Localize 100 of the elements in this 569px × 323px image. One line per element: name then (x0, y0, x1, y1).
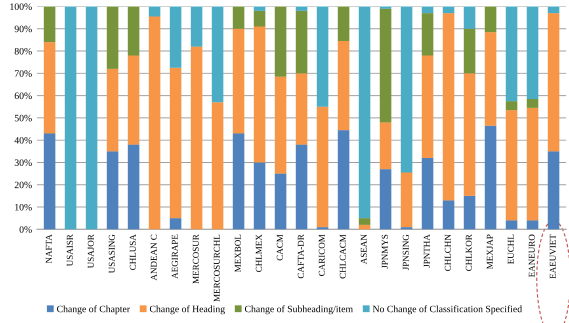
bar (526, 220, 538, 230)
bar (106, 6, 118, 69)
x-tick-label: JPNTHA (424, 234, 430, 268)
bar (296, 144, 308, 230)
bar (44, 6, 56, 42)
bar (422, 6, 434, 14)
y-tick-label: 50% (14, 114, 32, 122)
bar (484, 32, 496, 126)
bar (338, 41, 350, 130)
bar (548, 6, 560, 14)
bar (506, 110, 518, 220)
y-tick-label: 0% (20, 226, 32, 233)
bar (254, 162, 266, 230)
bar (274, 76, 286, 174)
bar (380, 8, 392, 122)
x-tick-label: USAISR (66, 234, 73, 266)
bar (296, 10, 308, 74)
y-tick-label: 20% (14, 182, 32, 188)
x-tick-label: NAFTA (46, 234, 52, 264)
legend-label: Change of Chapter (57, 305, 130, 314)
x-tick-label: EUCHL (508, 234, 514, 264)
x-tick-label: MEXJAP (486, 234, 493, 270)
bar (506, 220, 518, 230)
bar (274, 174, 286, 230)
x-tick-label: CARICOM (318, 234, 325, 276)
legend-label: No Change of Classification Specified (372, 305, 522, 314)
bar (464, 6, 476, 29)
bar (212, 6, 224, 102)
bar (380, 122, 392, 170)
bar (316, 6, 328, 107)
bar (338, 130, 350, 230)
bar (358, 6, 370, 218)
bar (170, 218, 182, 230)
bar (232, 133, 244, 230)
bar (64, 6, 76, 230)
y-tick-label: 40% (14, 137, 32, 144)
bar (232, 28, 244, 134)
bar (548, 13, 560, 152)
x-tick-label: JPNMYS (382, 234, 388, 269)
bar (506, 101, 518, 110)
x-tick-label: CACM (276, 234, 283, 260)
x-tick-label: AEGIRAPE (172, 234, 178, 279)
x-tick-label: CHLKOR (466, 234, 472, 271)
bar (464, 196, 476, 230)
bar (506, 6, 518, 102)
x-tick-label: MERCOSURCHL (214, 234, 220, 302)
bar (170, 6, 182, 68)
bar (400, 172, 412, 228)
bar (106, 151, 118, 230)
bar (296, 6, 308, 11)
bar (442, 13, 454, 200)
bar (128, 55, 140, 145)
bar (442, 200, 454, 230)
bar (190, 6, 202, 47)
legend-label: Change of Subheading/item (244, 305, 353, 314)
x-tick-label: USAJOR (88, 234, 94, 268)
x-tick-label: MERCOSUR (192, 234, 199, 284)
bar (44, 133, 56, 230)
y-tick-label: 80% (14, 48, 32, 55)
bar (358, 218, 370, 225)
x-tick-label: CAFTA-DR (298, 234, 304, 278)
bar (422, 55, 434, 158)
bar (44, 42, 56, 134)
bar (422, 158, 434, 230)
bar (316, 106, 328, 228)
bar (254, 6, 266, 11)
bar (526, 108, 538, 220)
y-tick-label: 30% (14, 159, 32, 166)
x-tick-label: JPNSING (402, 234, 409, 270)
bar (296, 73, 308, 145)
x-tick-label: CHLCHN (444, 234, 451, 271)
bar (526, 6, 538, 99)
bar (254, 10, 266, 27)
y-tick-label: 60% (14, 92, 32, 100)
bar (422, 13, 434, 56)
bar (128, 144, 140, 230)
x-tick-label: CHLMEX (256, 234, 262, 272)
x-tick-label: ANDEAN C (150, 234, 157, 280)
bar (400, 6, 412, 172)
bar (484, 6, 496, 32)
x-tick-label: USASING (108, 234, 115, 274)
bar (148, 6, 160, 16)
bar (190, 46, 202, 230)
bar (484, 126, 496, 230)
bar (464, 28, 476, 74)
y-tick-label: 10% (15, 204, 32, 211)
bar (148, 16, 160, 230)
bar (106, 68, 118, 152)
bar (380, 169, 392, 230)
bar (86, 6, 98, 230)
y-tick-label: 100% (10, 3, 32, 10)
x-tick-label: CHLCACM (340, 234, 346, 278)
bar (212, 102, 224, 230)
bar (464, 73, 476, 196)
bar (442, 6, 454, 14)
bar (338, 6, 350, 42)
bar (232, 6, 244, 29)
legend-label: Change of Heading (150, 305, 225, 314)
bar (548, 151, 560, 230)
bar (274, 6, 286, 77)
